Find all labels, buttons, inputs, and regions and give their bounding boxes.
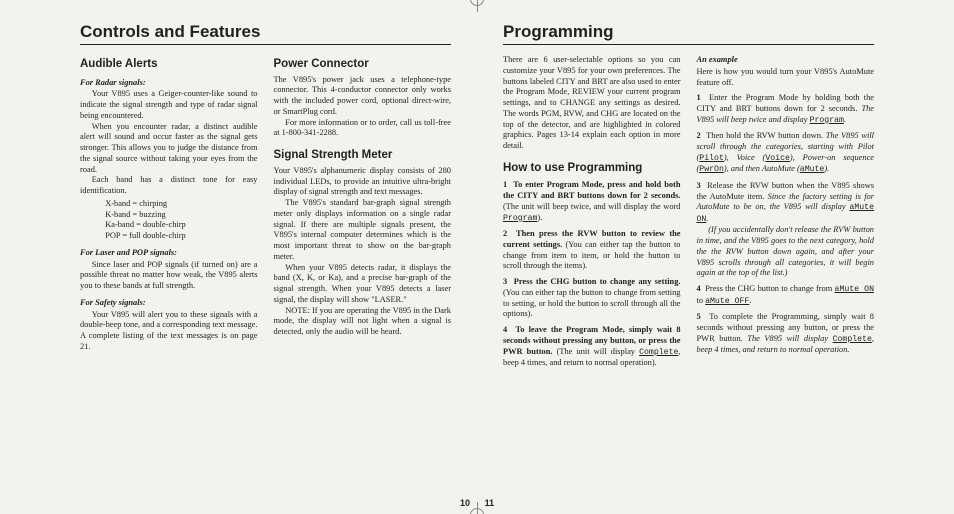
step-text: Then hold the RVW button down.: [706, 131, 826, 140]
subhead-safety: For Safety signals:: [80, 298, 258, 309]
list-item: POP = full double-chirp: [105, 231, 257, 242]
body-text: (If you accidentally don't release the R…: [697, 225, 875, 279]
right-columns: There are 6 user-selectable options so y…: [503, 55, 874, 484]
display-text: aMute OFF: [705, 297, 749, 306]
example-step-2: 2 Then hold the RVW button down. The V89…: [697, 131, 875, 176]
body-text: Here is how you would turn your V895's A…: [697, 67, 875, 89]
body-text: When your V895 detects radar, it display…: [274, 263, 452, 306]
running-head-right: Programming: [503, 22, 874, 45]
page-number-right: 11: [485, 498, 495, 508]
step-tail: (The unit will display: [552, 347, 639, 356]
running-head-left: Controls and Features: [80, 22, 451, 45]
step-italic: ).: [824, 164, 829, 173]
step-italic: ), Voice (: [724, 153, 765, 162]
step-italic: (If you accidentally don't release the R…: [697, 225, 875, 277]
body-text: There are 6 user-selectable options so y…: [503, 55, 681, 152]
body-text: NOTE: If you are operating the V895 in t…: [274, 306, 452, 338]
step-tail: (You can either tap the button to change…: [503, 288, 681, 319]
body-text: Since laser and POP signals (if turned o…: [80, 260, 258, 292]
step-2: 2 Then press the RVW button to review th…: [503, 229, 681, 272]
body-text: The V895's standard bar-graph signal str…: [274, 198, 452, 263]
step-text: to: [697, 296, 706, 305]
display-text: Pilot: [699, 154, 724, 163]
step-italic: The V895 will display: [747, 334, 832, 343]
heading-how-to-program: How to use Programming: [503, 161, 681, 176]
body-text: The V895's power jack uses a telephone-t…: [274, 75, 452, 118]
body-text: Your V895's alphanumeric display consist…: [274, 166, 452, 198]
step-tail: (The unit will beep twice, and will disp…: [503, 202, 681, 211]
display-text: Complete: [639, 348, 678, 357]
right-page: Programming There are 6 user-selectable …: [477, 22, 874, 484]
list-item: X-band = chirping: [105, 199, 257, 210]
example-step-5: 5 To complete the Programming, simply wa…: [697, 312, 875, 356]
band-list: X-band = chirping K-band = buzzing Ka-ba…: [105, 199, 257, 242]
subhead-laser: For Laser and POP signals:: [80, 248, 258, 259]
step-1: 1 To enter Program Mode, press and hold …: [503, 180, 681, 224]
manual-spread: Controls and Features Audible Alerts For…: [0, 0, 954, 514]
left-page: Controls and Features Audible Alerts For…: [80, 22, 477, 484]
step-text: Enter the Program Mode by holding both t…: [697, 93, 875, 113]
display-text: Program: [810, 116, 844, 125]
display-text: aMute ON: [835, 285, 874, 294]
body-text: Your V895 uses a Geiger-counter-like sou…: [80, 89, 258, 121]
step-3: 3 Press the CHG button to change any set…: [503, 277, 681, 320]
body-text: For more information or to order, call u…: [274, 118, 452, 140]
step-text: Press the CHG button to change from: [705, 284, 834, 293]
reg-mark-top: [470, 0, 484, 6]
display-text: Complete: [833, 335, 872, 344]
example-step-1: 1 Enter the Program Mode by holding both…: [697, 93, 875, 126]
left-columns: Audible Alerts For Radar signals: Your V…: [80, 55, 451, 484]
step-4: 4 To leave the Program Mode, simply wait…: [503, 325, 681, 369]
subhead-example: An example: [697, 55, 875, 66]
step-end: ).: [537, 213, 542, 222]
display-text: aMute: [800, 165, 825, 174]
step-lead: To enter Program Mode, press and hold bo…: [503, 180, 681, 200]
list-item: Ka-band = double-chirp: [105, 220, 257, 231]
heading-power-connector: Power Connector: [274, 57, 452, 72]
display-text: Voice: [765, 154, 790, 163]
display-text: PwrOn: [699, 165, 724, 174]
body-text: When you encounter radar, a distinct aud…: [80, 122, 258, 176]
example-step-3: 3 Release the RVW button when the V895 s…: [697, 181, 875, 226]
display-text: Program: [503, 214, 537, 223]
page-number-left: 10: [460, 498, 470, 508]
body-text: Each band has a distinct tone for easy i…: [80, 175, 258, 197]
heading-signal-strength: Signal Strength Meter: [274, 148, 452, 163]
step-lead: Press the CHG button to change any setti…: [514, 277, 681, 286]
example-step-4: 4 Press the CHG button to change from aM…: [697, 284, 875, 307]
list-item: K-band = buzzing: [105, 210, 257, 221]
reg-mark-bottom: [470, 508, 484, 514]
page-spread: Controls and Features Audible Alerts For…: [80, 22, 874, 484]
heading-audible-alerts: Audible Alerts: [80, 57, 258, 72]
subhead-radar: For Radar signals:: [80, 78, 258, 89]
body-text: Your V895 will alert you to these signal…: [80, 310, 258, 353]
step-italic: ), and then AutoMute (: [724, 164, 800, 173]
